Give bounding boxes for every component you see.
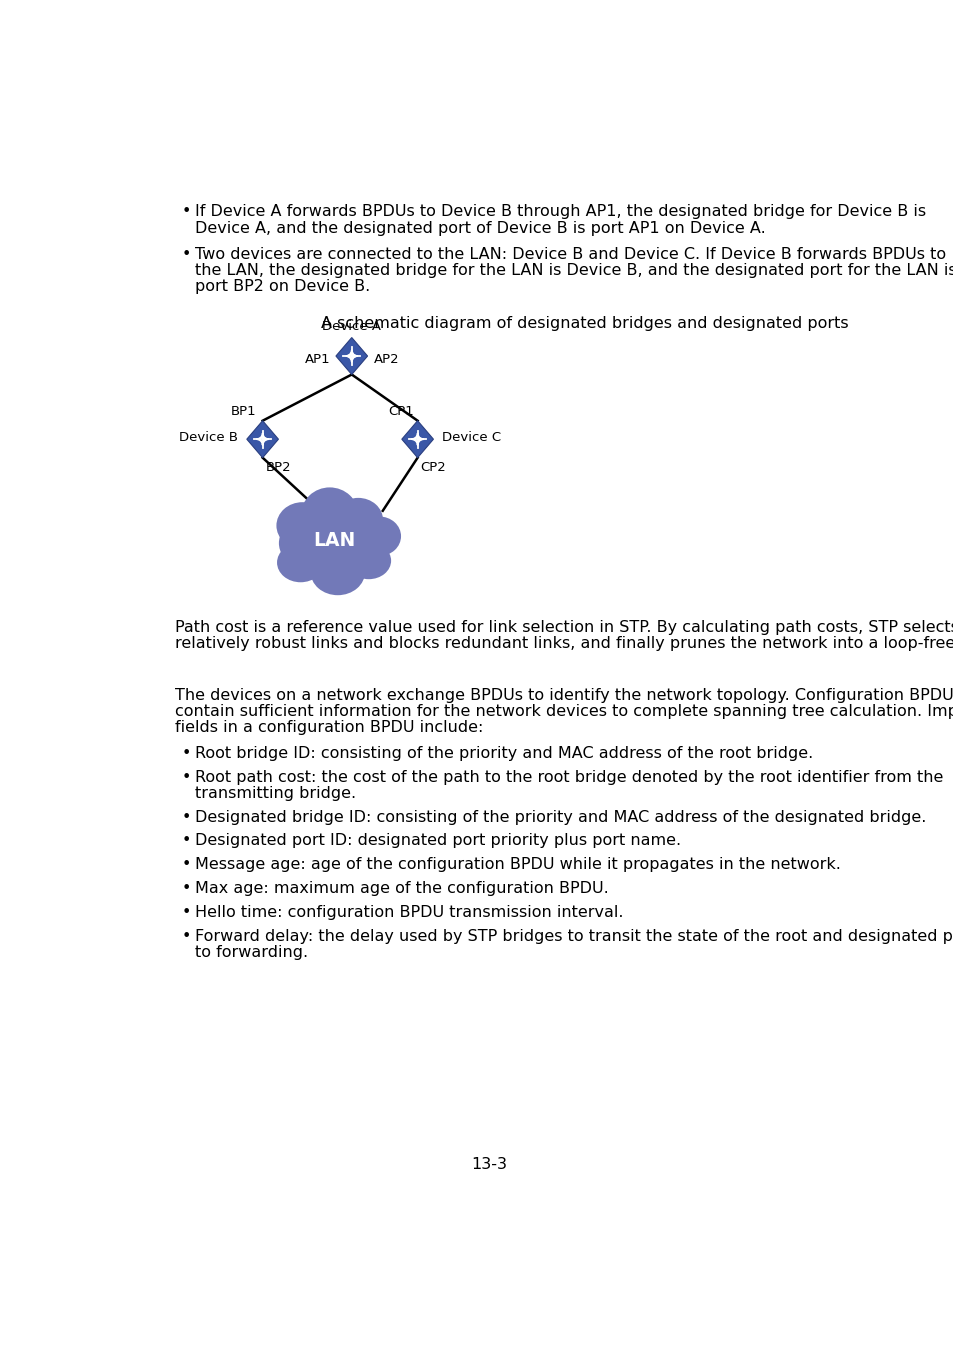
Text: AP2: AP2: [373, 352, 398, 366]
Ellipse shape: [346, 543, 391, 579]
Text: Device A: Device A: [322, 320, 381, 333]
Text: the LAN, the designated bridge for the LAN is Device B, and the designated port : the LAN, the designated bridge for the L…: [195, 263, 953, 278]
Text: 13-3: 13-3: [471, 1157, 506, 1172]
Text: Root path cost: the cost of the path to the root bridge denoted by the root iden: Root path cost: the cost of the path to …: [195, 769, 943, 784]
Text: fields in a configuration BPDU include:: fields in a configuration BPDU include:: [174, 721, 483, 736]
Ellipse shape: [278, 509, 390, 578]
Text: CP2: CP2: [420, 460, 446, 474]
Text: CP1: CP1: [388, 405, 414, 417]
Text: Max age: maximum age of the configuration BPDU.: Max age: maximum age of the configuratio…: [195, 882, 608, 896]
Text: Device B: Device B: [178, 431, 237, 444]
Text: •: •: [181, 745, 191, 760]
Text: •: •: [181, 857, 191, 872]
Text: Root bridge ID: consisting of the priority and MAC address of the root bridge.: Root bridge ID: consisting of the priori…: [195, 745, 813, 760]
Text: to forwarding.: to forwarding.: [195, 945, 308, 960]
Text: Hello time: configuration BPDU transmission interval.: Hello time: configuration BPDU transmiss…: [195, 904, 623, 921]
Text: LAN: LAN: [314, 531, 355, 549]
Text: relatively robust links and blocks redundant links, and finally prunes the netwo: relatively robust links and blocks redun…: [174, 636, 953, 651]
Text: •: •: [181, 769, 191, 784]
Polygon shape: [401, 421, 433, 458]
Text: Device C: Device C: [442, 431, 501, 444]
Text: •: •: [181, 247, 191, 262]
Ellipse shape: [276, 502, 328, 549]
Text: Two devices are connected to the LAN: Device B and Device C. If Device B forward: Two devices are connected to the LAN: De…: [195, 247, 945, 262]
Text: Designated port ID: designated port priority plus port name.: Designated port ID: designated port prio…: [195, 833, 680, 848]
Text: If Device A forwards BPDUs to Device B through AP1, the designated bridge for De: If Device A forwards BPDUs to Device B t…: [195, 204, 925, 219]
Text: •: •: [181, 929, 191, 944]
Text: •: •: [181, 833, 191, 848]
Text: •: •: [181, 904, 191, 921]
Text: Designated bridge ID: consisting of the priority and MAC address of the designat: Designated bridge ID: consisting of the …: [195, 810, 925, 825]
Polygon shape: [247, 421, 278, 458]
Ellipse shape: [276, 543, 324, 582]
Text: •: •: [181, 810, 191, 825]
Text: •: •: [181, 882, 191, 896]
Text: The devices on a network exchange BPDUs to identify the network topology. Config: The devices on a network exchange BPDUs …: [174, 688, 953, 703]
Ellipse shape: [334, 498, 383, 543]
Text: contain sufficient information for the network devices to complete spanning tree: contain sufficient information for the n…: [174, 705, 953, 720]
Text: port BP2 on Device B.: port BP2 on Device B.: [195, 279, 370, 294]
Text: Forward delay: the delay used by STP bridges to transit the state of the root an: Forward delay: the delay used by STP bri…: [195, 929, 953, 944]
Ellipse shape: [310, 548, 365, 595]
Text: A schematic diagram of designated bridges and designated ports: A schematic diagram of designated bridge…: [320, 316, 847, 331]
Ellipse shape: [301, 487, 358, 541]
Text: Message age: age of the configuration BPDU while it propagates in the network.: Message age: age of the configuration BP…: [195, 857, 841, 872]
Polygon shape: [335, 338, 367, 374]
Text: transmitting bridge.: transmitting bridge.: [195, 786, 356, 801]
Ellipse shape: [357, 517, 400, 556]
Text: Device A, and the designated port of Device B is port AP1 on Device A.: Device A, and the designated port of Dev…: [195, 220, 765, 235]
Text: AP1: AP1: [304, 352, 330, 366]
Text: BP2: BP2: [266, 460, 291, 474]
Text: Path cost is a reference value used for link selection in STP. By calculating pa: Path cost is a reference value used for …: [174, 620, 953, 634]
Text: •: •: [181, 204, 191, 219]
Text: BP1: BP1: [231, 405, 256, 417]
